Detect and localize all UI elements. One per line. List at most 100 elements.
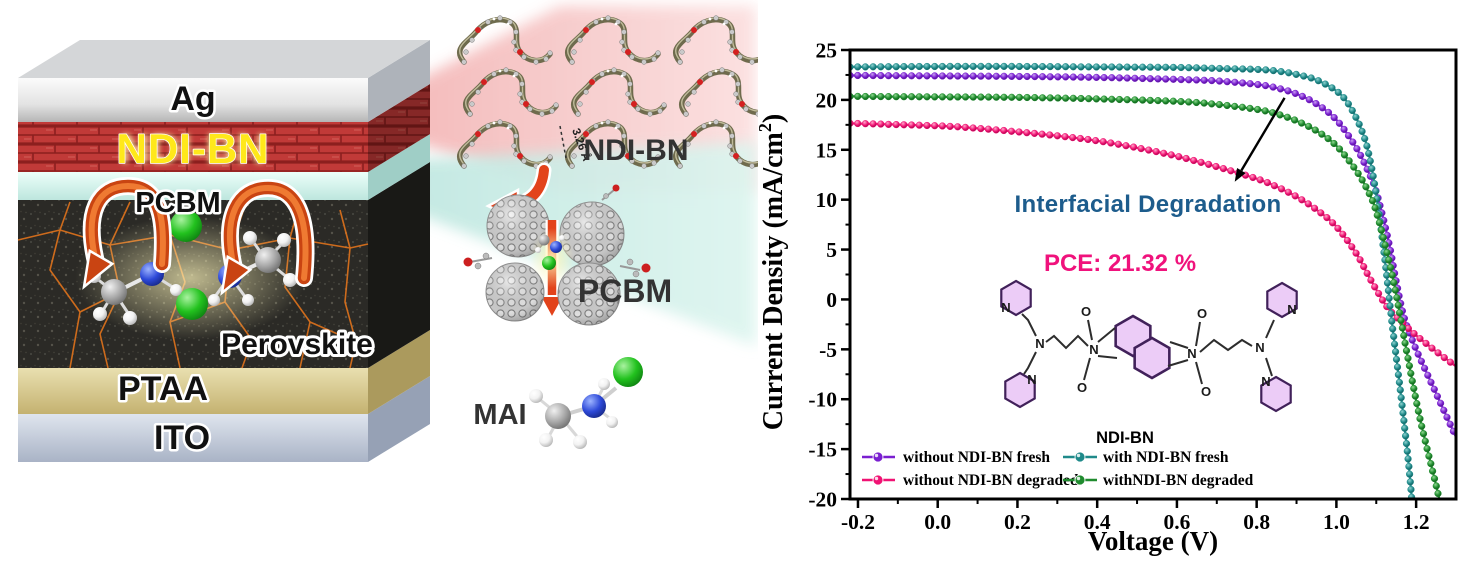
perovskite-label: Perovskite xyxy=(221,328,373,361)
curve-markers-0 xyxy=(849,71,1457,435)
ndi-bn-layer-side xyxy=(368,84,430,172)
x-tick-label: 0.2 xyxy=(1004,510,1031,534)
fullerene-ball xyxy=(485,262,621,326)
legend-marker-highlight xyxy=(1076,476,1081,481)
y-tick-label: -5 xyxy=(819,338,837,362)
y-tick-label: 15 xyxy=(816,138,838,162)
legend-marker-with-degraded xyxy=(1074,474,1086,486)
y-tick-label: -20 xyxy=(808,488,837,512)
mai-label: MAI xyxy=(473,399,526,431)
x-axis-title: Voltage (V) xyxy=(1088,526,1218,556)
carbonyl-o: O xyxy=(1197,306,1207,321)
y-axis-title: Current Density (mA/cm2) xyxy=(758,114,789,430)
x-tick-label: 0.8 xyxy=(1243,510,1270,534)
carbonyl-o: O xyxy=(1201,384,1211,399)
device-schematic-panel: 3.26 Å xyxy=(17,6,758,462)
structure-bonds xyxy=(1021,313,1275,385)
mai-glow xyxy=(75,216,305,340)
series-curves xyxy=(849,62,1457,500)
pyridine-n: N xyxy=(1287,302,1296,317)
ag-layer-side xyxy=(368,40,430,122)
pyridine-n: N xyxy=(1027,372,1036,387)
chart-legend: without NDI-BN fresh without NDI-BN degr… xyxy=(862,449,1254,489)
y-tick-label: 0 xyxy=(826,288,837,312)
ndi-bn-molecular-label: NDI-BN xyxy=(584,134,689,167)
y-axis-title-close: ) xyxy=(758,114,789,123)
jv-chart: -0.2 0.0 0.2 0.4 0.6 0.8 1.0 1.2 25 20 15 10 5 0 -5 -10… xyxy=(758,39,1458,556)
y-axis-title-main: Current Density (mA/cm xyxy=(758,132,789,430)
carbonyl-o: O xyxy=(1077,380,1087,395)
ndi-bn-layer-side-shade xyxy=(368,84,430,172)
pink-beam xyxy=(402,6,756,192)
curve-markers-3 xyxy=(849,92,1444,500)
pyridine-n: N xyxy=(1001,300,1010,315)
chart-axes: -0.2 0.0 0.2 0.4 0.6 0.8 1.0 1.2 25 20 15 10 5 0 -5 -10… xyxy=(808,39,1429,535)
ito-layer xyxy=(18,414,368,462)
x-tick-label: 1.2 xyxy=(1403,510,1430,534)
y-tick-label: -10 xyxy=(808,388,837,412)
chart-plot: -0.2 0.0 0.2 0.4 0.6 0.8 1.0 1.2 25 20 15 10 5 0 -5 -10… xyxy=(808,39,1458,535)
legend-label-with-fresh: with NDI-BN fresh xyxy=(1103,449,1229,466)
mai-molecule xyxy=(529,357,643,449)
legend-marker-without-fresh xyxy=(872,451,884,463)
legend-label-with-degraded: withNDI-BN degraded xyxy=(1103,472,1254,489)
ndi-bn-label-glow: NDI-BN xyxy=(120,125,267,172)
fullerene-ball xyxy=(486,194,625,267)
ptaa-label: PTAA xyxy=(118,370,208,408)
trapped-mai-molecule xyxy=(535,234,565,270)
carbon-atom xyxy=(255,247,281,273)
pyridine-n: N xyxy=(1261,374,1270,389)
ag-layer-top xyxy=(18,40,430,78)
halide-atom xyxy=(176,288,208,320)
y-tick-label: 25 xyxy=(816,39,838,63)
x-tick-label: -0.2 xyxy=(841,510,875,534)
halide-atom xyxy=(170,210,202,242)
ion-blocking-arrows xyxy=(82,176,315,296)
legend-marker-highlight xyxy=(874,453,879,458)
carbon-atom xyxy=(101,279,127,305)
pcbm-fullerene-cluster xyxy=(463,184,651,326)
ndi-bn-structure-inset: N N N N N N N N O O O O xyxy=(1000,279,1298,413)
curve-markers-2 xyxy=(849,62,1416,500)
x-tick-label: 0.0 xyxy=(924,510,951,534)
imide-n: N xyxy=(1187,346,1196,361)
ndi-bn-label: NDI-BN xyxy=(117,125,270,172)
x-tick-label: 0.4 xyxy=(1084,510,1111,534)
ito-layer-side xyxy=(368,376,430,462)
y-tick-label: 10 xyxy=(816,188,838,212)
pcbm-layer-side xyxy=(368,134,430,200)
legend-marker-with-fresh xyxy=(1074,451,1086,463)
ptaa-layer-side xyxy=(368,330,430,414)
interfacial-degradation-annotation: Interfacial Degradation xyxy=(1015,191,1282,218)
degradation-arrow xyxy=(1234,97,1286,182)
imide-n: N xyxy=(1089,342,1098,357)
y-tick-label: -15 xyxy=(808,438,837,462)
legend-marker-highlight xyxy=(874,476,879,481)
perovskite-layer-side xyxy=(368,162,430,368)
ndi-bn-layer xyxy=(18,122,368,172)
inset-molecule-label: NDI-BN xyxy=(1096,429,1154,447)
amine-n: N xyxy=(1255,340,1264,355)
ito-label: ITO xyxy=(154,419,210,457)
ptaa-layer xyxy=(18,368,368,414)
y-axis-title-sup: 2 xyxy=(758,123,775,132)
carbonyl-o: O xyxy=(1081,304,1091,319)
pce-annotation: PCE: 21.32 % xyxy=(1044,250,1196,277)
plot-frame xyxy=(848,48,1458,501)
legend-label-without-fresh: without NDI-BN fresh xyxy=(903,449,1050,466)
ndi-bn-polymer-lattice: 3.26 Å xyxy=(460,16,758,169)
y-tick-label: 5 xyxy=(826,238,837,262)
amine-n: N xyxy=(1035,336,1044,351)
legend-marker-without-degraded xyxy=(872,474,884,486)
pcbm-molecular-label: PCBM xyxy=(578,273,672,309)
legend-marker-highlight xyxy=(1076,453,1081,458)
ag-label: Ag xyxy=(170,80,215,118)
pcbm-side-chain-atoms xyxy=(463,184,651,278)
x-tick-label: 1.0 xyxy=(1323,510,1350,534)
pcbm-label: PCBM xyxy=(135,187,220,219)
carbon-atom xyxy=(545,403,571,429)
nitrogen-atom xyxy=(582,394,606,418)
y-tick-label: 20 xyxy=(816,88,838,112)
x-tick-label: 0.6 xyxy=(1163,510,1190,534)
